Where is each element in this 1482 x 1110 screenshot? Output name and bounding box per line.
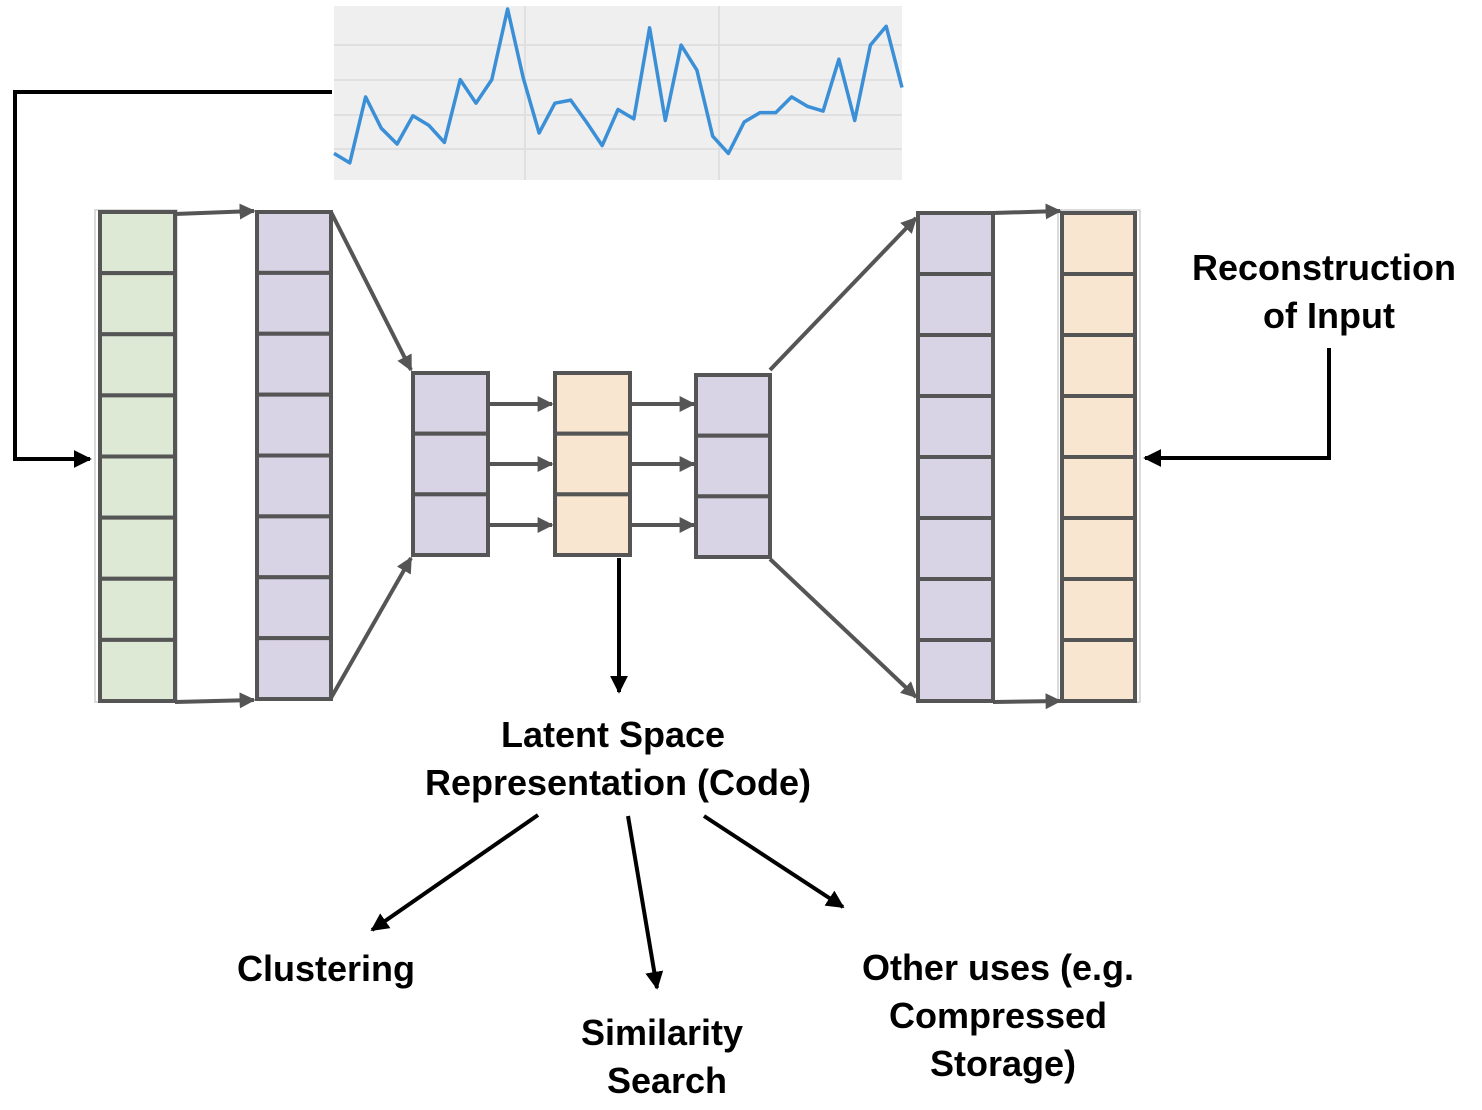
connection-arrow	[992, 203, 1062, 220]
reconstruction-label-line: Reconstruction	[1192, 247, 1456, 288]
similarity-search-label: Similarity Search	[581, 1012, 753, 1101]
latent-use-arrows	[370, 558, 845, 990]
layer-cell	[1060, 272, 1137, 337]
layer-cell	[98, 515, 177, 581]
layer-cell	[98, 576, 177, 642]
latent-to-similarity-arrow	[626, 815, 664, 990]
input-layer	[98, 210, 177, 704]
input-signal-chart	[333, 6, 904, 180]
layer-cell	[1060, 394, 1137, 459]
layer-cell	[255, 453, 333, 519]
latent-space-label-line: Latent Space	[501, 714, 725, 755]
layer-cell	[255, 270, 333, 336]
other-uses-label-line: Other uses (e.g.	[862, 947, 1134, 988]
chart-background	[334, 6, 902, 180]
layer-cell	[916, 272, 995, 337]
layer-connections	[174, 203, 1062, 710]
layer-cell	[255, 331, 333, 397]
code-layer	[553, 371, 632, 557]
latent-space-label-line: Representation (Code)	[425, 762, 811, 803]
layer-cell	[255, 636, 333, 702]
layer-cell	[411, 371, 490, 436]
latent-to-clustering-arrow	[370, 813, 540, 932]
decoder-bottleneck-layer	[694, 373, 772, 559]
latent-space-label: Latent Space Representation (Code)	[425, 714, 811, 803]
connection-arrow	[329, 556, 413, 699]
layer-cell	[553, 371, 632, 436]
layer-cell	[1060, 333, 1137, 398]
layer-cell	[694, 494, 772, 559]
similarity-search-label-line: Similarity	[581, 1012, 743, 1053]
layer-cell	[916, 516, 995, 581]
connection-arrow	[992, 693, 1062, 710]
output-layer	[1060, 211, 1137, 703]
network-layers	[98, 210, 1137, 704]
input-feed-line	[13, 90, 332, 468]
layer-cell	[553, 431, 632, 497]
layer-cell	[98, 454, 177, 520]
connection-arrow	[174, 692, 256, 709]
chart-gridlines	[334, 6, 902, 180]
layer-cell	[694, 433, 772, 499]
layer-cell	[916, 333, 995, 398]
layer-cell	[255, 575, 333, 641]
layer-cell	[916, 455, 995, 520]
layer-cell	[98, 637, 177, 704]
layer-cell	[255, 392, 333, 458]
layer-cell	[694, 373, 772, 438]
similarity-search-label-line: Search	[607, 1060, 727, 1101]
layer-cell	[916, 394, 995, 459]
layer-cell	[1060, 455, 1137, 520]
layer-cell	[98, 393, 177, 459]
layer-cell	[916, 638, 995, 703]
layer-cell	[98, 332, 177, 398]
reconstruction-label: Reconstruction of Input	[1192, 247, 1466, 336]
layer-cell	[1060, 577, 1137, 642]
clustering-label: Clustering	[237, 948, 415, 989]
layer-cell	[553, 492, 632, 557]
connection-arrow	[768, 216, 918, 372]
layer-cell	[98, 210, 177, 276]
decoder-hidden-layer	[916, 211, 995, 703]
layer-cell	[98, 271, 177, 337]
other-uses-label: Other uses (e.g. Compressed Storage)	[862, 947, 1144, 1084]
reconstruction-label-line: of Input	[1263, 295, 1395, 336]
layer-cell	[1060, 516, 1137, 581]
latent-to-other-uses-arrow	[702, 814, 845, 909]
encoder-bottleneck-layer	[411, 371, 490, 557]
layer-cell	[255, 514, 333, 580]
layer-cell	[1060, 638, 1137, 703]
layer-cell	[1060, 211, 1137, 276]
connection-arrow	[768, 557, 918, 699]
connection-arrow	[174, 203, 256, 220]
encoder-hidden-layer	[255, 210, 333, 702]
clustering-label-line: Clustering	[237, 948, 415, 989]
layer-cell	[255, 210, 333, 275]
reconstruction-line	[1143, 348, 1331, 467]
layer-cell	[916, 211, 995, 276]
layer-cell	[411, 492, 490, 557]
other-uses-label-line: Compressed	[889, 995, 1107, 1036]
layer-cell	[916, 577, 995, 642]
input-feed-connector	[13, 90, 332, 468]
layer-cell	[411, 431, 490, 497]
reconstruction-connector	[1143, 348, 1331, 467]
signal-line	[333, 7, 904, 165]
connection-arrow	[329, 211, 413, 372]
other-uses-label-line: Storage)	[930, 1043, 1076, 1084]
